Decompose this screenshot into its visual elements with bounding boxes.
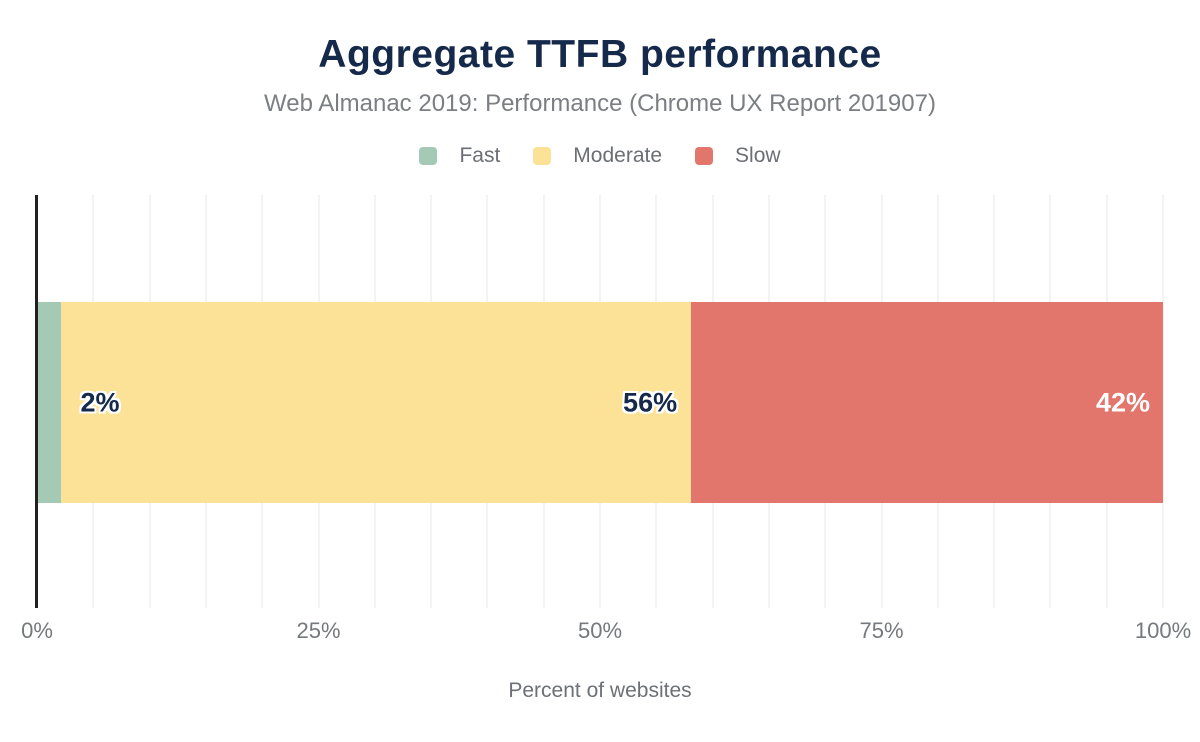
stacked-bar: 2% 56% 42% [38,302,1163,503]
x-tick-label: 0% [21,618,53,643]
x-tick-label: 50% [577,618,623,643]
legend-item-slow: Slow [695,144,781,168]
x-tick-label: 25% [296,618,341,643]
legend-swatch-moderate [533,147,552,165]
bar-segment-moderate[interactable] [60,302,691,503]
legend-swatch-fast [419,147,438,165]
x-tick-label: 75% [859,618,904,643]
bar-value-label-moderate: 56% [623,387,678,417]
bar-value-label-fast: 2% [80,387,120,417]
x-axis-tick-labels: 0% 25% 50% 75% 100% [21,618,1191,646]
legend: Fast Moderate Slow [0,142,1200,170]
legend-item-fast: Fast [419,144,500,168]
bar-value-label-slow: 42% [1095,387,1150,417]
x-axis-title: Percent of websites [508,679,692,702]
chart-subtitle: Web Almanac 2019: Performance (Chrome UX… [264,90,936,117]
bar-segment-fast[interactable] [38,302,61,503]
legend-swatch-slow [695,147,714,165]
legend-item-moderate: Moderate [533,144,662,168]
gridline [1162,195,1164,608]
y-axis-line [35,195,38,608]
bar-segment-slow[interactable] [690,302,1163,503]
legend-label: Fast [459,144,501,167]
chart-title: Aggregate TTFB performance [318,33,882,76]
x-tick-label: 100% [1134,618,1192,643]
legend-label: Moderate [573,144,663,167]
plot-area: 2% 56% 42% [35,195,1164,608]
legend-label: Slow [735,144,781,167]
